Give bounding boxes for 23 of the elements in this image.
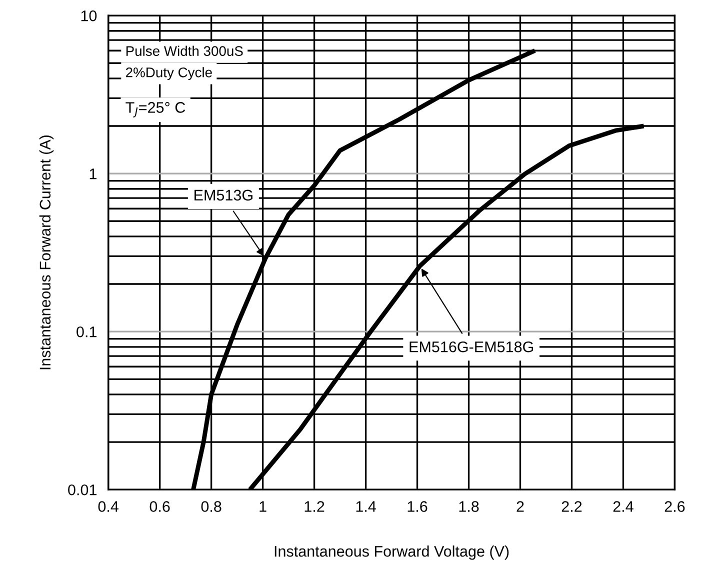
x-tick-label: 0.8 [201, 501, 222, 512]
text: EM516G-EM518G [410, 341, 534, 352]
x-tick-label: 2 [516, 501, 524, 512]
y-tick-label: 0.01 [68, 484, 96, 496]
x-tick-label: 1.2 [304, 501, 324, 512]
x-tick-label: 1 [260, 501, 266, 512]
x-tick-label: 0.4 [98, 501, 118, 512]
y-tick-label: 10 [81, 10, 97, 22]
y-tick-label: 0.1 [76, 326, 96, 338]
x-tick-label: 2.4 [613, 501, 634, 512]
y-tick-label: 1 [90, 168, 96, 180]
x-tick-label: 1.4 [356, 501, 376, 512]
y-axis-title: Instantaneous Forward Current (A) [39, 135, 54, 370]
x-tick-label: 2.2 [562, 501, 582, 512]
annotation: T$_{J}$=25° C [126, 102, 186, 118]
x-tick-label: 0.6 [150, 501, 170, 512]
annotation: Pulse Width 300uS [126, 46, 243, 56]
text: EM513G [194, 190, 252, 201]
x-tick-label: 1.8 [459, 501, 479, 512]
annotation: 2%Duty Cycle [126, 67, 212, 80]
x-tick-label: 1.6 [408, 501, 428, 512]
x-axis-title: Instantaneous Forward Voltage (V) [274, 546, 509, 560]
x-tick-label: 2.6 [664, 501, 685, 512]
